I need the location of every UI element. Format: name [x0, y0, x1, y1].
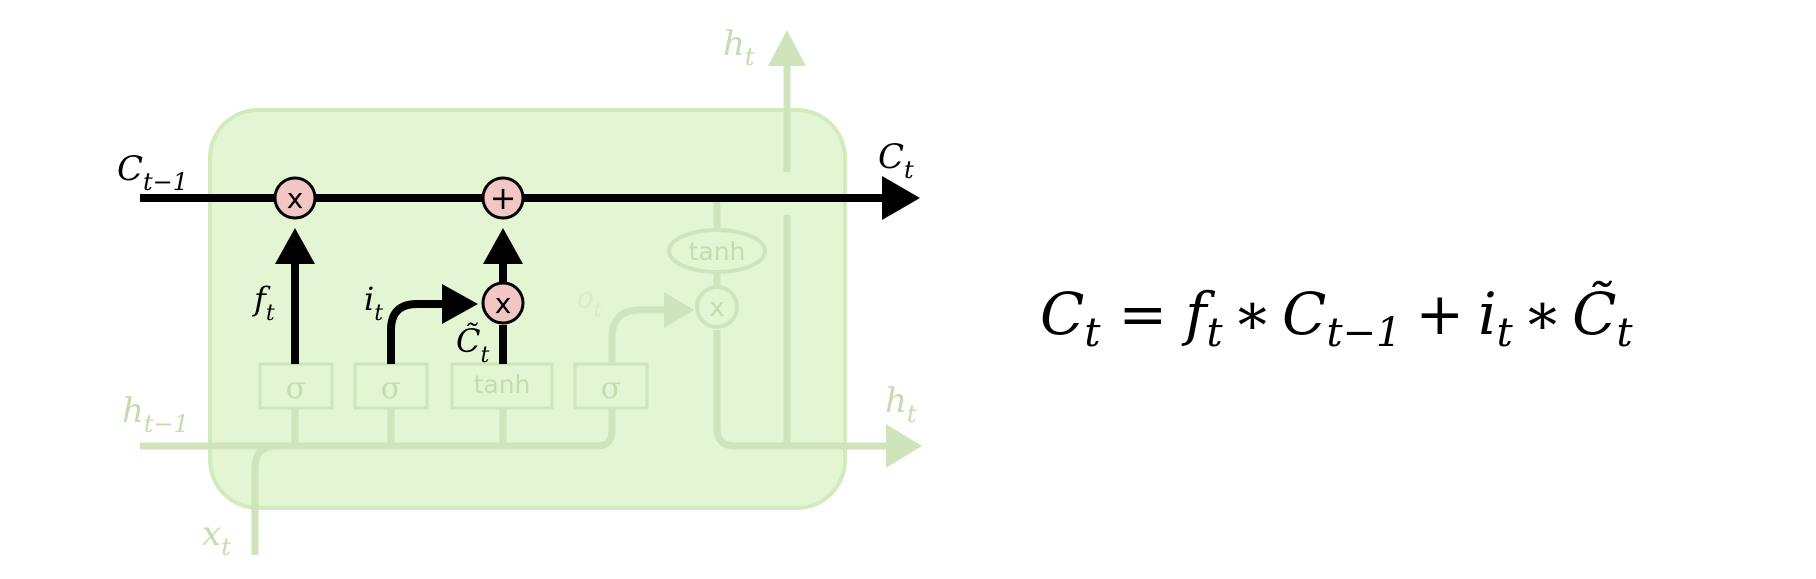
h-output-path [713, 330, 888, 450]
tanh-output-node [667, 228, 767, 274]
c-prev-label: Ct−1 [117, 149, 188, 196]
forget-multiply-node [273, 176, 317, 220]
output-sigma-label: σ [601, 371, 621, 406]
c-out-label: Ct [878, 137, 914, 184]
candidate-tanh-box [450, 362, 554, 410]
cell-state-arrowhead [882, 176, 920, 220]
output-multiply-node [695, 285, 739, 329]
add-node [481, 176, 525, 220]
o-gate-arrowhead [664, 292, 694, 328]
o-gate-label: ot [577, 281, 603, 321]
h-top-arrowhead [768, 30, 806, 66]
output-multiply-symbol: x [709, 293, 724, 323]
input-gate-arrowhead [442, 284, 478, 324]
x-input-label: xt [202, 514, 231, 561]
h-right-label: ht [885, 381, 917, 428]
input-multiply-node [481, 281, 525, 325]
i-gate-label: it [364, 280, 383, 326]
tanh-output-label: tanh [689, 237, 746, 266]
h-prev-label: ht−1 [122, 391, 189, 438]
add-symbol: + [490, 179, 517, 217]
forget-multiply-symbol: x [287, 182, 304, 215]
input-sigma-label: σ [381, 371, 401, 406]
c-tilde-label: C̃t [456, 322, 489, 368]
forget-gate-arrowhead [275, 228, 315, 264]
h-right-arrowhead [886, 424, 922, 468]
cell-state-equation: Ct = ft ∗ Ct−1 + it ∗ C̃t [1040, 279, 1634, 356]
output-sigma-box [573, 362, 649, 410]
input-gate-line [387, 300, 445, 364]
eq-lhs: C [1040, 280, 1084, 348]
input-multiply-symbol: x [495, 287, 512, 320]
ic-product-arrowhead [483, 228, 523, 264]
candidate-tanh-label: tanh [474, 370, 531, 399]
input-sigma-box [353, 362, 429, 410]
forget-sigma-label: σ [286, 371, 306, 406]
h-top-label: ht [723, 24, 755, 71]
